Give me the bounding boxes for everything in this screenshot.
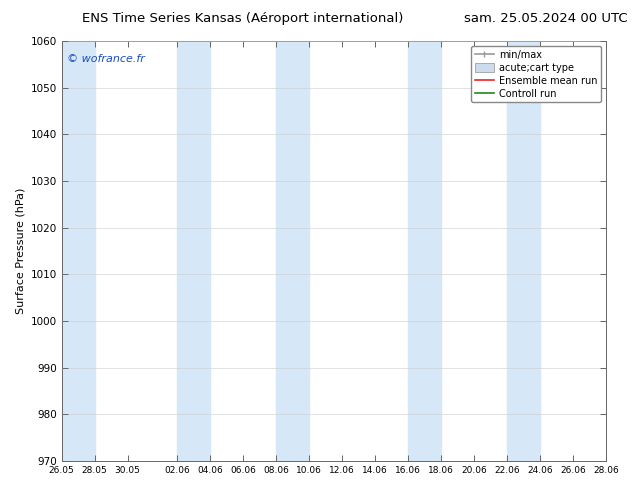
Y-axis label: Surface Pressure (hPa): Surface Pressure (hPa) xyxy=(15,188,25,314)
Text: © wofrance.fr: © wofrance.fr xyxy=(67,53,145,64)
Bar xyxy=(507,41,540,461)
Bar xyxy=(276,41,309,461)
Text: sam. 25.05.2024 00 UTC: sam. 25.05.2024 00 UTC xyxy=(464,12,628,25)
Bar xyxy=(61,41,94,461)
Legend: min/max, acute;cart type, Ensemble mean run, Controll run: min/max, acute;cart type, Ensemble mean … xyxy=(470,46,601,102)
Text: ENS Time Series Kansas (Aéroport international): ENS Time Series Kansas (Aéroport interna… xyxy=(82,12,404,25)
Bar xyxy=(408,41,441,461)
Bar xyxy=(177,41,210,461)
